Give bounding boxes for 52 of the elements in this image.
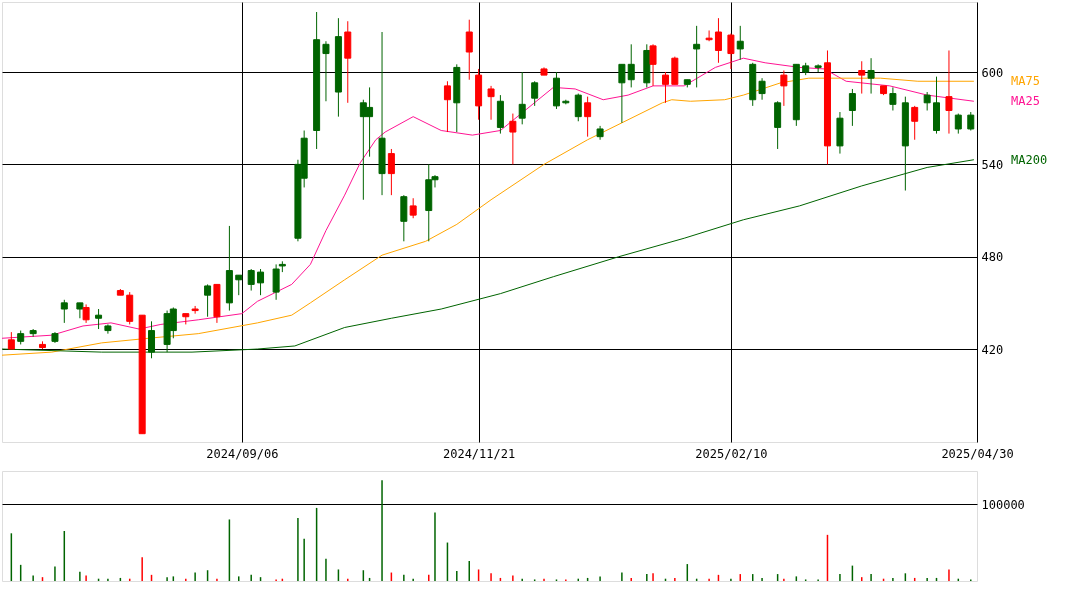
candlestick [247, 268, 255, 292]
candlestick [76, 302, 84, 319]
candlestick [649, 43, 657, 87]
candlestick [518, 71, 526, 125]
text: MA200 [1011, 152, 1048, 167]
candlestick [967, 111, 975, 132]
text: MA25 [1011, 94, 1040, 109]
candlestick [487, 85, 495, 121]
candlestick [191, 305, 199, 315]
x-tick-label: 2024/09/06 [206, 446, 279, 461]
candlestick [531, 80, 539, 107]
candlestick [322, 40, 330, 102]
candlestick [584, 96, 592, 138]
x-tick-label: 2025/02/10 [695, 446, 768, 461]
y-tick-label: 600 [981, 65, 1004, 80]
candlestick [465, 19, 473, 81]
candlestick [727, 33, 735, 70]
candlestick [662, 71, 669, 104]
candlestick [911, 105, 919, 141]
candlestick [509, 113, 517, 165]
candlestick [443, 80, 451, 133]
candlestick [257, 268, 265, 296]
candlestick [627, 43, 635, 88]
candlestick [858, 60, 866, 95]
candlestick [235, 274, 243, 296]
y-tick-label: 100000 [981, 497, 1025, 512]
candlestick [574, 93, 582, 122]
candlestick [409, 197, 417, 219]
candlestick [758, 77, 766, 101]
candlestick [923, 91, 931, 111]
text: MA75 [1011, 74, 1040, 89]
candlestick [848, 88, 856, 127]
candlestick [618, 63, 626, 124]
y-tick-label: 480 [981, 250, 1004, 265]
candlestick [705, 29, 713, 42]
candlestick [714, 17, 722, 64]
candlestick [60, 299, 68, 324]
x-tick-label: 2025/04/30 [941, 446, 1014, 461]
x-tick-label: 2024/11/21 [442, 446, 516, 461]
candlestick [780, 69, 788, 107]
y-tick-label: 420 [981, 342, 1004, 357]
candlestick [867, 57, 875, 95]
candlestick [945, 49, 953, 135]
y-tick-label: 540 [981, 157, 1004, 172]
candlestick [204, 283, 212, 318]
candlestick [95, 308, 103, 330]
candlestick [814, 63, 822, 73]
candlestick [889, 86, 897, 111]
candlestick [82, 303, 90, 324]
candlestick [736, 25, 744, 61]
candlestick [387, 148, 395, 196]
candlestick [693, 25, 701, 88]
